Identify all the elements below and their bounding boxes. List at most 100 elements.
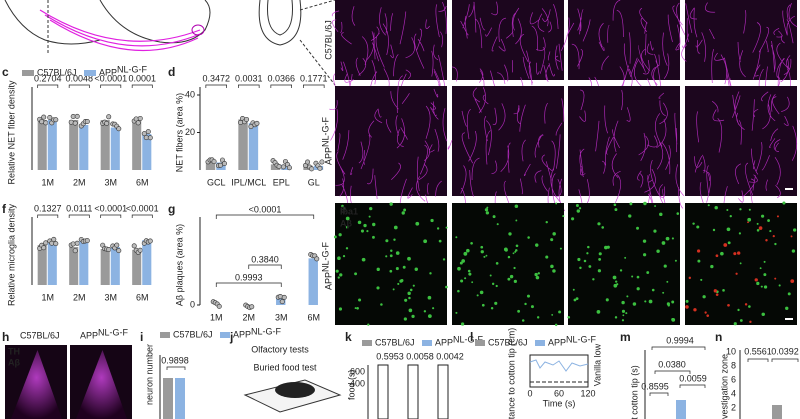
cell xyxy=(464,277,467,280)
cell xyxy=(737,308,740,312)
panel-letter: c xyxy=(2,65,9,79)
cell xyxy=(341,204,344,208)
cell xyxy=(758,226,763,230)
bulb xyxy=(11,350,62,419)
bar xyxy=(772,405,782,419)
cell xyxy=(408,308,413,313)
cell xyxy=(515,244,519,248)
cell xyxy=(621,300,625,305)
legend-swatch xyxy=(84,70,96,76)
cell xyxy=(526,294,531,298)
cell xyxy=(659,212,663,217)
dot xyxy=(319,159,325,165)
dot xyxy=(53,241,59,247)
label: APP xyxy=(323,147,333,165)
bar xyxy=(79,241,89,285)
panel-letter: f xyxy=(2,202,7,216)
cell xyxy=(747,221,749,224)
bracket xyxy=(771,358,799,362)
cell xyxy=(739,262,742,265)
dot xyxy=(114,242,120,248)
p-value: 0.1327 xyxy=(34,203,62,213)
bar xyxy=(676,400,686,419)
cell xyxy=(484,208,489,212)
cell xyxy=(631,275,634,278)
cell xyxy=(785,306,789,311)
cell xyxy=(642,239,647,243)
p-value: 0.9898 xyxy=(161,355,189,365)
cell xyxy=(345,225,349,229)
cell xyxy=(621,309,626,313)
x-tick-label: GCL xyxy=(207,177,226,187)
y-tick-label: 10 xyxy=(726,346,736,356)
cell xyxy=(376,267,380,272)
cell xyxy=(567,315,571,319)
bracket xyxy=(37,214,59,218)
dot xyxy=(211,159,217,165)
y-axis-label: Aβ plaques (area %) xyxy=(174,224,184,306)
stain-label: Iba1 xyxy=(340,206,358,216)
panel-letter: d xyxy=(168,65,175,79)
y-tick-label: 2 xyxy=(731,402,736,412)
bar xyxy=(175,378,185,419)
bar xyxy=(308,258,318,305)
dot xyxy=(254,120,260,126)
dot xyxy=(135,120,141,126)
cell xyxy=(662,291,665,294)
cell xyxy=(395,267,399,271)
cell xyxy=(688,276,692,280)
bracket xyxy=(303,84,325,88)
x-tick-label: 6M xyxy=(136,177,149,187)
cell xyxy=(395,251,400,255)
cell xyxy=(646,271,650,274)
cell xyxy=(586,252,589,255)
cell xyxy=(597,269,602,273)
dot xyxy=(249,304,255,310)
cell xyxy=(613,283,618,288)
fiber xyxy=(578,89,685,220)
bar xyxy=(47,243,57,285)
bar xyxy=(142,134,152,170)
cell xyxy=(554,323,558,327)
cell xyxy=(496,223,499,226)
bracket xyxy=(131,84,153,88)
bar xyxy=(69,120,79,170)
cell xyxy=(372,222,376,227)
p-value: 0.2704 xyxy=(34,73,62,83)
micrograph xyxy=(685,0,797,80)
y-tick-label: 600 xyxy=(350,366,365,376)
bracket xyxy=(37,84,59,88)
dot xyxy=(309,166,315,172)
cell xyxy=(759,267,762,270)
cell xyxy=(366,230,369,233)
cell xyxy=(550,264,554,269)
cell xyxy=(636,287,640,291)
bar xyxy=(142,240,152,285)
x-tick-label: 1M xyxy=(210,312,223,322)
cell xyxy=(791,249,796,253)
bracket xyxy=(215,214,315,219)
cell xyxy=(715,254,719,258)
cell xyxy=(468,272,472,276)
dot xyxy=(147,135,153,141)
x-tick-label: 2M xyxy=(242,312,255,322)
plot-frame xyxy=(529,354,589,388)
p-value: 0.0380 xyxy=(658,359,686,369)
dot xyxy=(72,248,78,254)
cell xyxy=(389,254,393,258)
cell xyxy=(643,201,647,206)
cell xyxy=(642,253,647,257)
cell xyxy=(571,217,575,221)
cell xyxy=(674,259,677,262)
bar xyxy=(100,249,110,285)
cell xyxy=(720,251,724,256)
bracket xyxy=(651,346,706,350)
cell xyxy=(401,211,405,215)
cell xyxy=(459,261,463,265)
cell xyxy=(614,208,618,212)
x-tick-label: 2M xyxy=(73,292,86,302)
dot xyxy=(106,114,112,120)
p-value: 0.5561 xyxy=(744,346,772,356)
cell xyxy=(598,258,602,261)
panel-title: Olfactory tests xyxy=(251,344,309,354)
